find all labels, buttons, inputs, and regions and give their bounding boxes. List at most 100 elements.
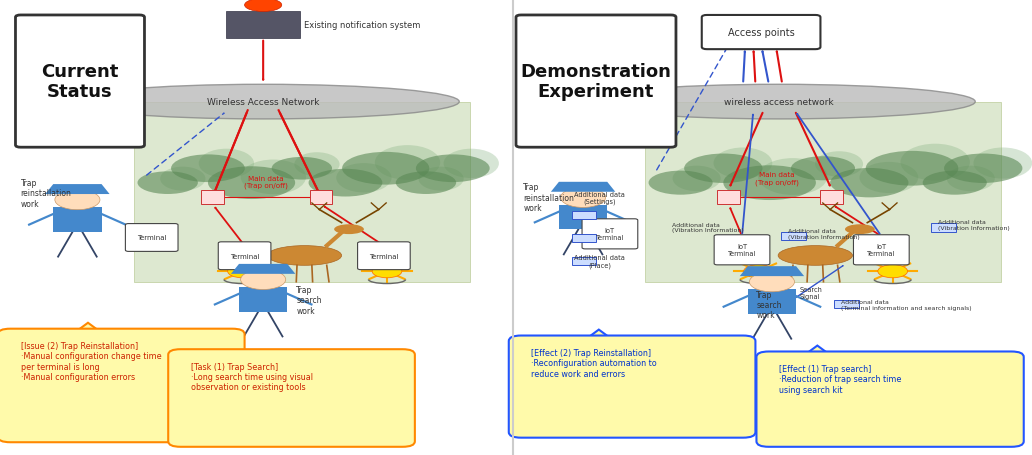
Ellipse shape: [309, 169, 382, 197]
Circle shape: [744, 265, 773, 278]
Ellipse shape: [334, 225, 364, 235]
Ellipse shape: [207, 167, 295, 200]
FancyBboxPatch shape: [853, 235, 909, 265]
Ellipse shape: [946, 166, 995, 192]
Text: Trap
reinstallation
work: Trap reinstallation work: [21, 178, 71, 208]
Ellipse shape: [713, 148, 772, 179]
FancyBboxPatch shape: [702, 16, 820, 50]
Text: Wireless Access Network: Wireless Access Network: [207, 98, 319, 107]
Text: [Effect (1) Trap search]
·Reduction of trap search time
using search kit: [Effect (1) Trap search] ·Reduction of t…: [779, 364, 902, 394]
Ellipse shape: [723, 166, 816, 201]
Ellipse shape: [923, 171, 987, 195]
Text: Demonstration
Experiment: Demonstration Experiment: [520, 62, 672, 101]
Circle shape: [228, 265, 257, 278]
Polygon shape: [45, 185, 109, 195]
Text: Search
Signal: Search Signal: [800, 287, 823, 300]
Text: Additional data
(Vibration Information): Additional data (Vibration Information): [788, 229, 861, 240]
Ellipse shape: [684, 154, 763, 183]
FancyBboxPatch shape: [714, 235, 770, 265]
Text: Additional data
(Vibration Information): Additional data (Vibration Information): [938, 220, 1010, 231]
Bar: [572, 212, 596, 220]
FancyBboxPatch shape: [168, 349, 415, 447]
Text: IoT
Terminal: IoT Terminal: [595, 228, 624, 241]
Ellipse shape: [171, 155, 245, 183]
Ellipse shape: [375, 146, 441, 181]
Bar: [201, 190, 224, 205]
Polygon shape: [221, 344, 252, 355]
Bar: [54, 207, 101, 232]
Text: Main data
(Trap on/off): Main data (Trap on/off): [245, 175, 288, 189]
FancyBboxPatch shape: [15, 16, 144, 148]
Ellipse shape: [901, 144, 970, 181]
Ellipse shape: [267, 246, 342, 266]
Text: Trap
search
work: Trap search work: [756, 290, 782, 320]
Circle shape: [240, 270, 286, 290]
Circle shape: [878, 265, 907, 278]
Ellipse shape: [240, 160, 307, 195]
FancyBboxPatch shape: [125, 224, 178, 252]
Ellipse shape: [815, 152, 863, 177]
Ellipse shape: [830, 168, 908, 198]
Ellipse shape: [845, 225, 875, 235]
Text: Additional data
(Settings): Additional data (Settings): [574, 191, 625, 205]
Ellipse shape: [416, 155, 489, 183]
FancyBboxPatch shape: [0, 329, 245, 442]
Ellipse shape: [160, 167, 205, 191]
Text: Terminal: Terminal: [230, 253, 259, 259]
Polygon shape: [551, 182, 615, 192]
Text: Access points: Access points: [728, 28, 795, 38]
Bar: [781, 232, 806, 240]
Ellipse shape: [444, 149, 498, 179]
Ellipse shape: [791, 157, 856, 181]
Polygon shape: [740, 267, 804, 277]
Text: Additional data
(Terminal information and search signals): Additional data (Terminal information an…: [841, 299, 972, 310]
Text: Main data
(Trap on/off): Main data (Trap on/off): [755, 172, 799, 186]
Circle shape: [560, 188, 606, 208]
Ellipse shape: [245, 0, 282, 12]
Ellipse shape: [860, 162, 918, 194]
FancyBboxPatch shape: [582, 219, 638, 249]
Bar: [310, 190, 332, 205]
Bar: [226, 12, 300, 39]
Text: Current
Status: Current Status: [41, 62, 119, 101]
Ellipse shape: [199, 149, 254, 179]
Bar: [572, 257, 596, 265]
Bar: [717, 190, 740, 205]
Text: Terminal: Terminal: [369, 253, 398, 259]
Ellipse shape: [866, 152, 959, 186]
Ellipse shape: [648, 171, 713, 195]
Ellipse shape: [343, 152, 429, 185]
Ellipse shape: [67, 85, 459, 120]
Text: wireless access network: wireless access network: [724, 98, 834, 107]
Ellipse shape: [294, 153, 340, 177]
Ellipse shape: [396, 172, 456, 195]
Bar: [134, 102, 470, 282]
Bar: [748, 289, 796, 314]
FancyBboxPatch shape: [756, 352, 1024, 447]
Bar: [645, 102, 1001, 282]
Text: Existing notification system: Existing notification system: [304, 20, 421, 30]
Ellipse shape: [271, 157, 332, 180]
Text: [Task (1) Trap Search]
·Long search time using visual
observation or existing to: [Task (1) Trap Search] ·Long search time…: [191, 362, 313, 391]
Ellipse shape: [137, 172, 198, 195]
Bar: [559, 205, 607, 230]
Ellipse shape: [583, 85, 975, 120]
Bar: [834, 300, 859, 308]
Ellipse shape: [973, 148, 1032, 179]
Ellipse shape: [418, 167, 463, 191]
Text: Additional data
(Vibration Information): Additional data (Vibration Information): [672, 222, 744, 233]
Bar: [572, 234, 596, 243]
Circle shape: [749, 272, 795, 292]
Text: IoT
Terminal: IoT Terminal: [867, 244, 896, 257]
Text: [Effect (2) Trap Reinstallation]
·Reconfiguration automation to
reduce work and : [Effect (2) Trap Reinstallation] ·Reconf…: [531, 348, 657, 378]
Text: Trap
search
work: Trap search work: [296, 285, 322, 315]
Ellipse shape: [673, 166, 720, 192]
Text: Terminal: Terminal: [137, 235, 166, 241]
FancyBboxPatch shape: [357, 242, 410, 270]
Polygon shape: [583, 330, 614, 341]
Text: IoT
Terminal: IoT Terminal: [728, 244, 756, 257]
Circle shape: [55, 190, 100, 210]
Circle shape: [373, 265, 401, 278]
Polygon shape: [231, 264, 295, 274]
FancyBboxPatch shape: [516, 16, 676, 148]
